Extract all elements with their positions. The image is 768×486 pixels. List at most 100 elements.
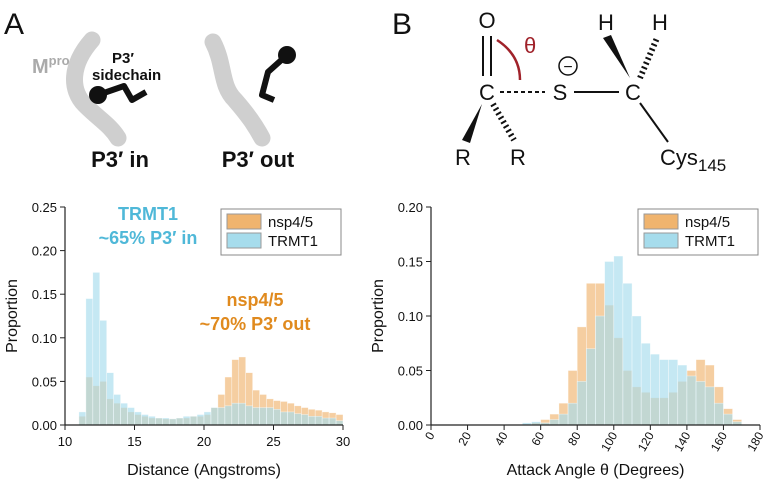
- bar: [148, 415, 156, 426]
- bar: [314, 415, 323, 426]
- mpro-label: Mpro: [32, 53, 70, 78]
- bar: [162, 417, 170, 426]
- bar: [622, 282, 633, 426]
- bar: [106, 372, 114, 426]
- atom: S: [553, 80, 568, 105]
- bar: [549, 419, 560, 426]
- x-tick-label: 80: [565, 429, 584, 448]
- bar: [141, 414, 149, 426]
- annotation: TRMT1: [118, 204, 178, 224]
- x-axis-title: Attack Angle θ (Degrees): [507, 462, 685, 479]
- residue-label: Cys145: [660, 145, 726, 175]
- state-label: P3′ out: [222, 147, 295, 172]
- sidechain-stick: [259, 52, 290, 103]
- y-tick-label: 0.10: [398, 309, 423, 324]
- bar: [714, 402, 724, 426]
- y-tick-label: 0.00: [398, 418, 423, 433]
- y-tick-label: 0.25: [32, 200, 57, 215]
- x-tick-label: 10: [58, 434, 72, 449]
- bar: [613, 255, 624, 426]
- y-axis-title: Proportion: [4, 279, 21, 353]
- bar: [273, 409, 281, 426]
- bar: [92, 272, 101, 426]
- sidechain-stick: [97, 83, 148, 103]
- bar: [224, 405, 233, 426]
- atom: R: [510, 145, 526, 170]
- bar: [252, 407, 260, 426]
- bar: [567, 402, 578, 426]
- x-axis-title: Distance (Angstroms): [127, 462, 281, 479]
- bar: [231, 402, 240, 426]
- charge: −: [563, 59, 572, 76]
- y-axis-title: Proportion: [370, 279, 387, 353]
- legend-swatch: [226, 232, 262, 249]
- bar: [210, 407, 219, 426]
- sidechain-ball: [278, 46, 296, 64]
- bar: [300, 414, 309, 426]
- panel-label: B: [392, 8, 412, 41]
- legend-label: TRMT1: [685, 233, 735, 250]
- y-tick-label: 0.20: [398, 200, 423, 215]
- y-tick-label: 0.20: [32, 244, 57, 259]
- annotation: ~70% P3′ out: [200, 314, 311, 334]
- atom: H: [598, 10, 614, 35]
- bar: [677, 364, 688, 426]
- x-tick-label: 15: [127, 434, 141, 449]
- bar: [723, 413, 733, 426]
- bar: [659, 359, 669, 426]
- bar: [99, 320, 107, 426]
- legend-label: nsp4/5: [685, 214, 730, 231]
- bar: [321, 417, 330, 426]
- atom: R: [455, 145, 471, 170]
- bar: [196, 414, 205, 426]
- bar: [695, 381, 706, 426]
- x-tick-label: 120: [635, 429, 657, 454]
- bar: [78, 411, 87, 426]
- bar: [586, 348, 596, 426]
- y-tick-label: 0.00: [32, 418, 57, 433]
- hash-bond: [637, 36, 660, 80]
- charge-circle: [558, 56, 578, 76]
- bar: [259, 407, 267, 426]
- wedge-bond: [462, 104, 482, 143]
- bar: [203, 411, 212, 426]
- bar: [189, 415, 198, 426]
- x-tick-label: 100: [598, 429, 620, 454]
- bar: [640, 342, 651, 426]
- legend-label: nsp4/5: [268, 214, 313, 231]
- bar: [120, 402, 128, 426]
- x-tick-label: 20: [197, 434, 211, 449]
- bar: [127, 407, 135, 426]
- bar: [238, 402, 246, 426]
- bar: [294, 413, 302, 426]
- bar: [113, 394, 121, 426]
- bar: [266, 407, 274, 426]
- bar: [686, 375, 697, 426]
- y-tick-label: 0.10: [32, 331, 57, 346]
- state-label: P3′ in: [91, 147, 149, 172]
- y-tick-label: 0.05: [32, 374, 57, 389]
- bar: [245, 405, 253, 426]
- protein-backbone: [204, 33, 271, 147]
- bar: [134, 411, 142, 426]
- atom: H: [652, 10, 668, 35]
- protein-backbone: [66, 31, 127, 147]
- x-tick-label: 60: [528, 429, 547, 448]
- bar: [631, 315, 642, 426]
- bar: [175, 417, 184, 426]
- bar: [604, 261, 615, 426]
- sidechain-label: P3′ sidechain: [92, 50, 161, 84]
- bar: [595, 315, 605, 426]
- wedge-bond: [603, 35, 630, 78]
- sidechain-ball: [89, 86, 107, 104]
- bar: [168, 418, 177, 426]
- hash-bond: [490, 102, 517, 142]
- bar: [704, 386, 715, 426]
- x-tick-label: 160: [708, 429, 730, 454]
- y-tick-label: 0.15: [398, 255, 423, 270]
- panel-label: A: [4, 8, 24, 41]
- x-tick-label: 0: [422, 429, 438, 442]
- angle-label: θ: [524, 33, 536, 58]
- bond: [639, 102, 669, 143]
